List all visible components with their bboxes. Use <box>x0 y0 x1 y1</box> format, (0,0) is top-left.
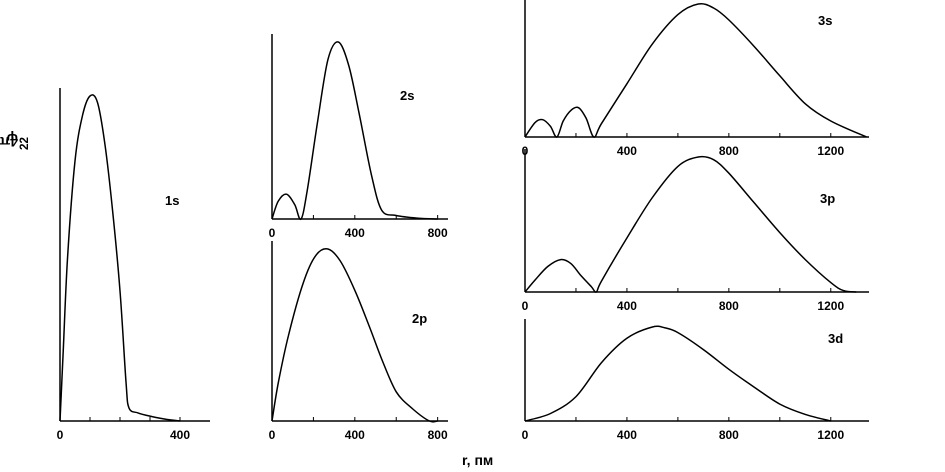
tick-label-1s: 400 <box>170 428 190 442</box>
x-axis-label: r, пм <box>462 452 494 468</box>
curve-3s <box>524 2 867 138</box>
curve-2p <box>271 248 438 423</box>
tick-label-2p: 0 <box>269 428 276 442</box>
orbital-label-3s: 3s <box>818 13 832 28</box>
tick-label-3s: 400 <box>617 144 637 158</box>
tick-label-3p: 400 <box>617 299 637 313</box>
tick-label-2s: 400 <box>345 226 365 240</box>
tick-label-3s: 800 <box>719 144 739 158</box>
tick-label-3d: 1200 <box>817 428 844 442</box>
tick-label-3p: 1200 <box>817 299 844 313</box>
orbital-label-3p: 3p <box>820 191 835 206</box>
orbital-label-2s: 2s <box>400 88 414 103</box>
curve-1s <box>59 94 181 422</box>
tick-label-3d: 800 <box>719 428 739 442</box>
tick-label-3d: 0 <box>522 428 529 442</box>
orbital-label-3d: 3d <box>828 331 843 346</box>
tick-label-3p: 0 <box>522 299 529 313</box>
tick-label-2p: 800 <box>428 428 448 442</box>
y-label-sup-2: 2 <box>18 137 31 144</box>
curve-3d <box>524 325 831 422</box>
tick-label-3p: 800 <box>719 299 739 313</box>
tick-label-2s: 0 <box>269 226 276 240</box>
y-label-psi: Ψ <box>6 127 18 144</box>
orbital-label-2p: 2p <box>412 311 427 326</box>
tick-label-1s: 0 <box>57 428 64 442</box>
curve-3p <box>524 155 857 293</box>
tick-label-3s: 1200 <box>817 144 844 158</box>
tick-label-2p: 400 <box>345 428 365 442</box>
tick-label-3d: 400 <box>617 428 637 442</box>
curve-2s <box>271 41 438 221</box>
tick-label-2s: 800 <box>428 226 448 240</box>
orbital-label-1s: 1s <box>165 193 179 208</box>
y-label-sup-1: 2 <box>18 143 31 150</box>
